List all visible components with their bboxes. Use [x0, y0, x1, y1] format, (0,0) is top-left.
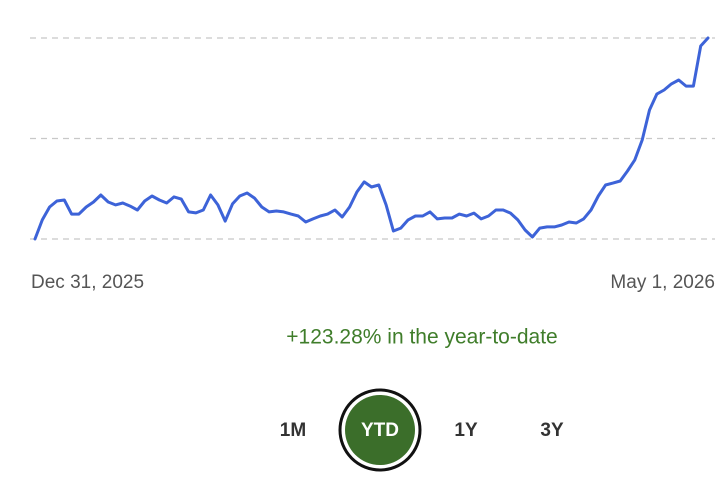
- range-button[interactable]: 3Y: [540, 420, 564, 441]
- range-button[interactable]: 1Y: [454, 420, 478, 441]
- performance-summary: +123.28% in the year-to-date: [286, 326, 557, 349]
- range-selected-fill: [345, 395, 415, 465]
- range-button[interactable]: YTD: [361, 420, 399, 441]
- range-button[interactable]: 1M: [280, 420, 306, 441]
- x-tick-label: May 1, 2026: [610, 272, 715, 293]
- x-tick-label: Dec 31, 2025: [31, 272, 144, 293]
- price-line: [33, 36, 710, 241]
